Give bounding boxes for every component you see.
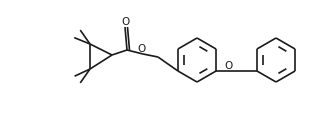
Text: O: O bbox=[224, 61, 232, 71]
Text: O: O bbox=[122, 17, 130, 27]
Text: O: O bbox=[138, 44, 146, 54]
